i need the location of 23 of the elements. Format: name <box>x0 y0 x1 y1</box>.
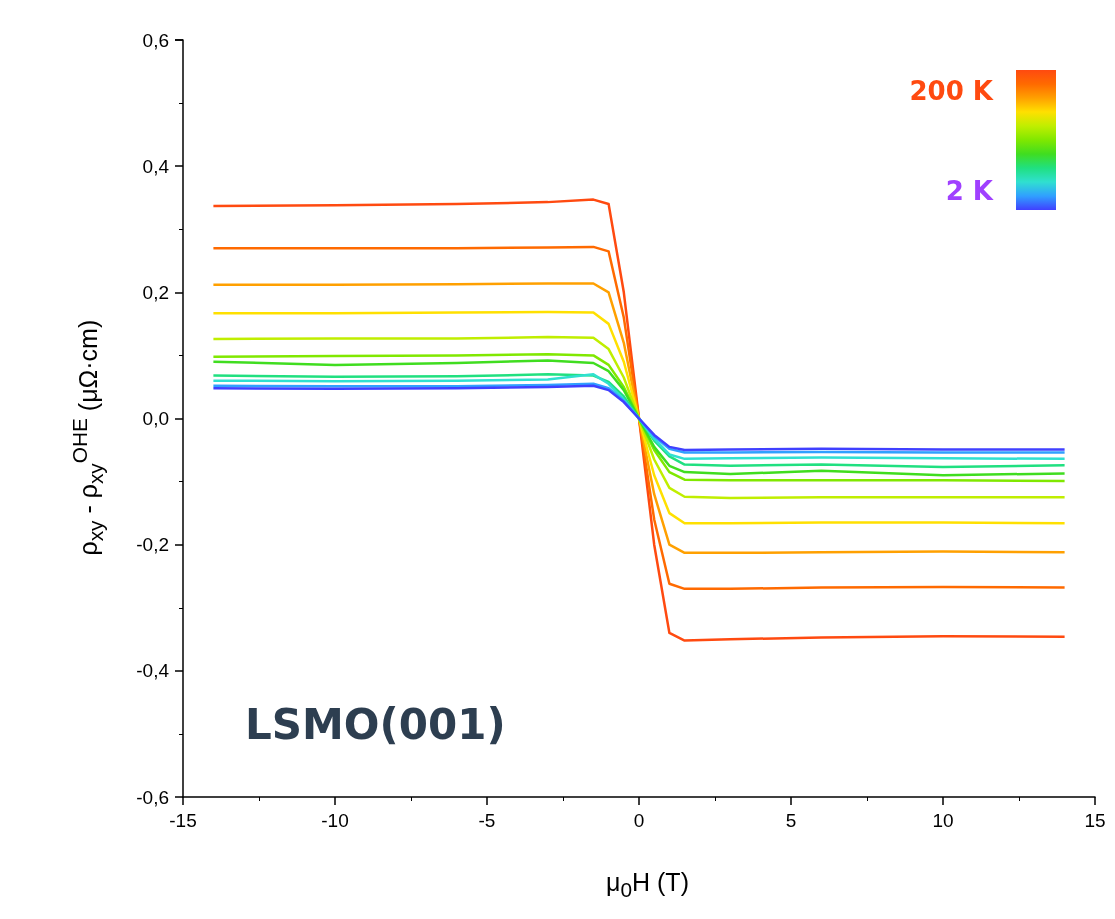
line-series <box>212 310 1066 525</box>
y-tick-label: -0,4 <box>136 660 170 682</box>
x-axis-title: μ$_{0}$H (T) <box>605 868 690 902</box>
y-tick-label: 0,0 <box>142 408 169 429</box>
line-series <box>212 282 1066 555</box>
x-tick-label: 10 <box>932 810 954 831</box>
x-tick-label: 15 <box>1084 810 1106 831</box>
y-tick-label: -0,2 <box>136 534 169 556</box>
line-series <box>212 245 1066 591</box>
y-tick-label: 0,2 <box>142 281 169 303</box>
x-tick-label: -5 <box>478 810 496 831</box>
y-tick-label: -0,6 <box>136 786 169 808</box>
x-tick-label: -10 <box>321 810 349 831</box>
annotation: LSMO(001) <box>245 700 506 749</box>
x-tick-label: -15 <box>169 810 197 831</box>
y-tick-label: 0,4 <box>142 155 170 177</box>
x-tick-label: 5 <box>785 810 797 831</box>
y-tick-label: 0,6 <box>142 29 169 51</box>
line-series <box>212 198 1066 642</box>
line-series <box>212 335 1066 500</box>
annotation: 2 K <box>945 176 993 206</box>
annotation: 200 K <box>909 76 993 106</box>
x-tick-label: 0 <box>633 810 645 831</box>
